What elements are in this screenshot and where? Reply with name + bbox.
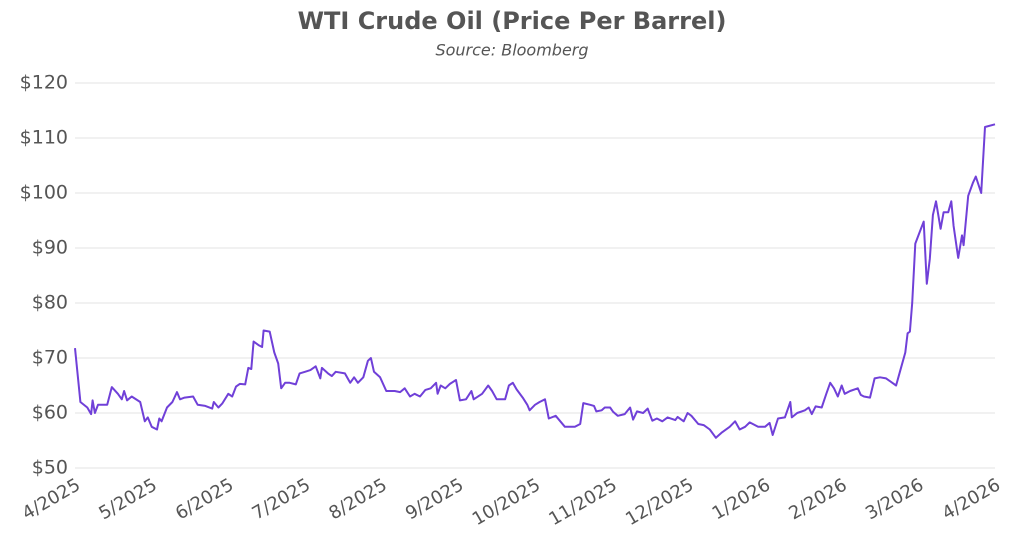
y-tick-label: $110	[20, 127, 68, 149]
x-tick-label: 7/2025	[249, 474, 314, 524]
y-tick-label: $70	[32, 347, 68, 369]
x-tick-label: 3/2026	[862, 474, 927, 524]
x-tick-label: 5/2025	[95, 474, 160, 524]
y-tick-label: $50	[32, 457, 68, 479]
y-tick-label: $120	[20, 72, 68, 94]
x-tick-label: 12/2025	[622, 474, 697, 530]
price-line	[74, 123, 996, 439]
x-tick-label: 1/2026	[709, 474, 774, 524]
x-tick-label: 11/2025	[545, 474, 620, 530]
chart-title: WTI Crude Oil (Price Per Barrel)	[298, 7, 727, 35]
y-tick-label: $80	[32, 292, 68, 314]
chart-subtitle: Source: Bloomberg	[435, 41, 588, 60]
x-tick-label: 10/2025	[469, 474, 544, 530]
x-tick-label: 4/2026	[939, 474, 1004, 524]
y-tick-label: $60	[32, 402, 68, 424]
x-tick-label: 6/2025	[172, 474, 237, 524]
y-tick-label: $90	[32, 237, 68, 259]
x-tick-label: 4/2025	[19, 474, 84, 524]
x-tick-label: 2/2026	[785, 474, 850, 524]
x-tick-label: 8/2025	[325, 474, 390, 524]
y-tick-label: $100	[20, 182, 68, 204]
x-tick-label: 9/2025	[402, 474, 467, 524]
